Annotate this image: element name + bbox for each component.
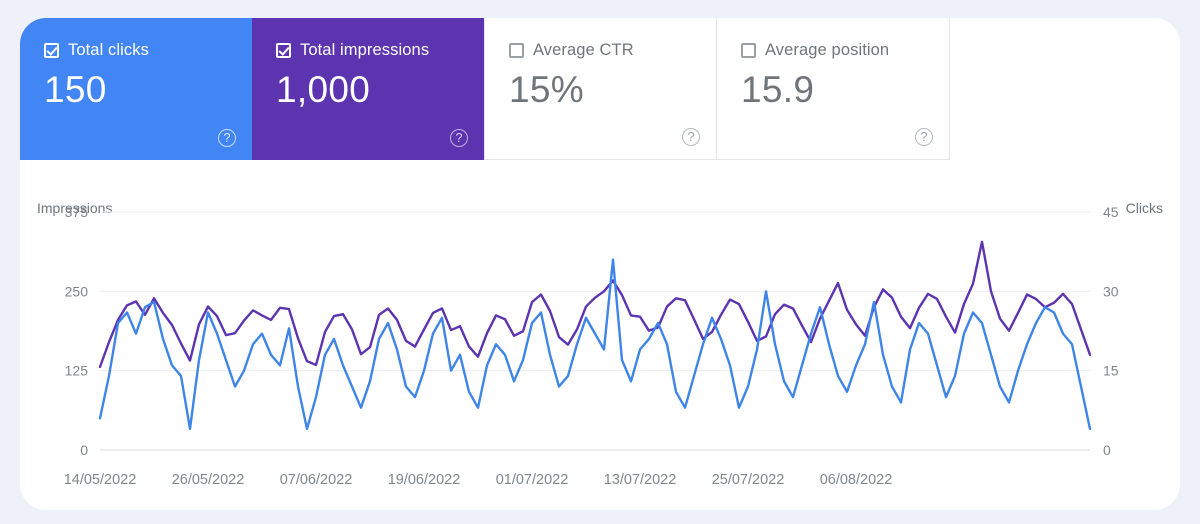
checkbox-unchecked-icon[interactable] <box>509 42 524 58</box>
performance-chart: Impressions Clicks 0 0 125 15 250 30 375 45 14/0… <box>20 160 1180 510</box>
svg-text:06/08/2022: 06/08/2022 <box>820 472 893 488</box>
metric-card-total-impressions[interactable]: Total impressions 1,000 ? <box>252 18 484 160</box>
metric-header-total-clicks: Total clicks <box>44 40 232 60</box>
metric-card-total-clicks[interactable]: Total clicks 150 ? <box>20 18 252 160</box>
svg-text:30: 30 <box>1103 283 1119 299</box>
svg-text:250: 250 <box>65 283 89 299</box>
right-axis-title: Clicks <box>1125 200 1163 216</box>
help-icon[interactable]: ? <box>450 129 468 147</box>
metric-value-total-clicks: 150 <box>44 69 107 110</box>
svg-text:0: 0 <box>1103 442 1111 458</box>
help-icon[interactable]: ? <box>915 128 933 146</box>
svg-text:25/07/2022: 25/07/2022 <box>712 472 785 488</box>
metric-label-total-clicks: Total clicks <box>68 40 149 59</box>
checkbox-checked-icon[interactable] <box>44 42 59 58</box>
svg-text:19/06/2022: 19/06/2022 <box>388 472 461 488</box>
metric-label-total-impressions: Total impressions <box>300 40 430 59</box>
svg-text:15: 15 <box>1103 363 1119 379</box>
help-icon[interactable]: ? <box>218 129 236 147</box>
left-axis-title: Impressions <box>37 200 113 216</box>
svg-text:125: 125 <box>65 363 89 379</box>
metric-header-average-position: Average position <box>741 40 929 60</box>
metric-label-average-position: Average position <box>765 40 890 59</box>
metric-header-total-impressions: Total impressions <box>276 40 464 60</box>
metric-value-total-impressions: 1,000 <box>276 69 371 110</box>
metric-label-average-ctr: Average CTR <box>533 40 634 59</box>
metric-cards-row: Total clicks 150 ? Total impressions 1,0… <box>20 18 950 160</box>
svg-text:45: 45 <box>1103 204 1119 220</box>
performance-panel: Total clicks 150 ? Total impressions 1,0… <box>20 18 1180 510</box>
svg-text:375: 375 <box>65 204 89 220</box>
checkbox-checked-icon[interactable] <box>276 42 291 58</box>
metric-header-average-ctr: Average CTR <box>509 40 696 60</box>
svg-text:0: 0 <box>80 442 88 458</box>
checkbox-unchecked-icon[interactable] <box>741 42 756 58</box>
metric-value-average-position: 15.9 <box>741 69 815 110</box>
help-icon[interactable]: ? <box>682 128 700 146</box>
svg-text:07/06/2022: 07/06/2022 <box>280 472 353 488</box>
metric-card-average-ctr[interactable]: Average CTR 15% ? <box>484 18 717 160</box>
metric-value-average-ctr: 15% <box>509 69 584 110</box>
chart-svg: 0 0 125 15 250 30 375 45 14/05/2022 26/05/2022 07/… <box>64 204 1119 488</box>
svg-text:26/05/2022: 26/05/2022 <box>172 472 245 488</box>
svg-text:01/07/2022: 01/07/2022 <box>496 472 569 488</box>
svg-text:14/05/2022: 14/05/2022 <box>64 472 137 488</box>
svg-text:13/07/2022: 13/07/2022 <box>604 472 677 488</box>
metric-card-average-position[interactable]: Average position 15.9 ? <box>717 18 950 160</box>
